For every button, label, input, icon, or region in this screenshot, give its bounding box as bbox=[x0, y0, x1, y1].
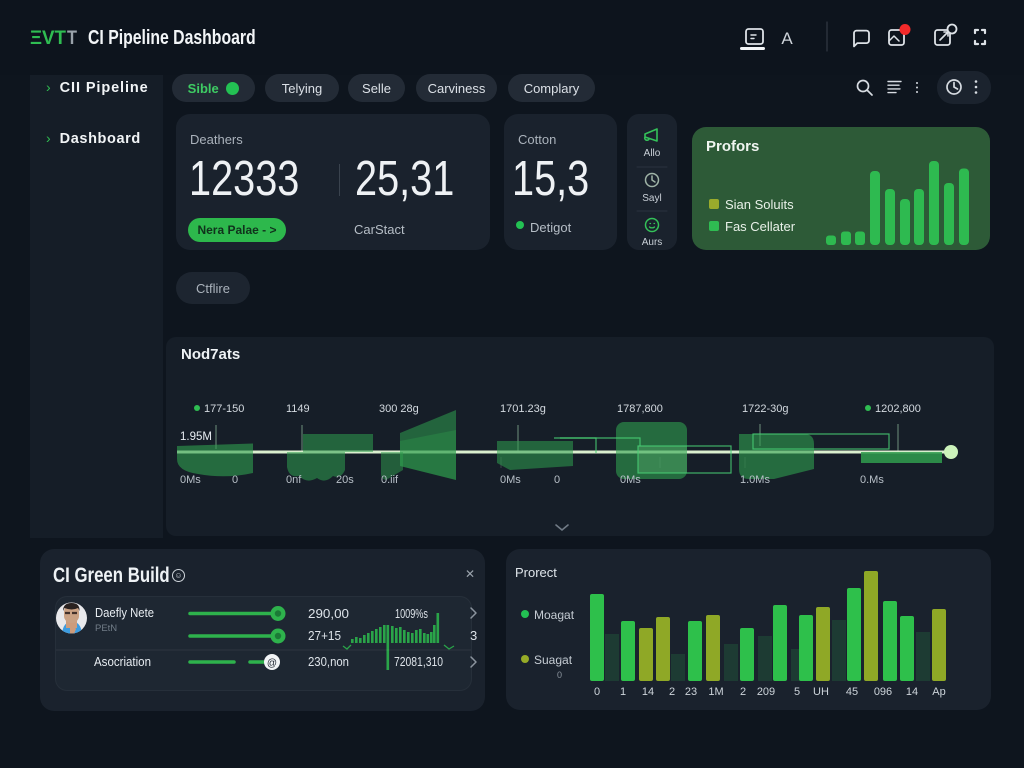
svg-text:ΞVT: ΞVT bbox=[30, 28, 66, 49]
svg-text:Aurs: Aurs bbox=[642, 237, 663, 248]
svg-text:096: 096 bbox=[874, 686, 892, 698]
svg-text:1: 1 bbox=[620, 686, 626, 698]
svg-text:Sayl: Sayl bbox=[642, 193, 661, 204]
svg-text:1M: 1M bbox=[708, 686, 723, 698]
svg-text:0.iif: 0.iif bbox=[381, 474, 399, 486]
svg-text:T: T bbox=[67, 28, 77, 49]
svg-text:1.0Ms: 1.0Ms bbox=[740, 474, 770, 486]
svg-text:300 28g: 300 28g bbox=[379, 403, 419, 415]
svg-text:0.Ms: 0.Ms bbox=[860, 474, 884, 486]
svg-text:1.95M: 1.95M bbox=[180, 431, 212, 443]
svg-text:Daefly Nete: Daefly Nete bbox=[95, 605, 154, 620]
svg-text:2: 2 bbox=[740, 686, 746, 698]
svg-text:5: 5 bbox=[794, 686, 800, 698]
svg-text:0: 0 bbox=[554, 474, 560, 486]
svg-text:1701.23g: 1701.23g bbox=[500, 403, 546, 415]
svg-text:UH: UH bbox=[813, 686, 829, 698]
svg-text:14: 14 bbox=[906, 686, 918, 698]
svg-text:0: 0 bbox=[594, 686, 600, 698]
svg-text:0nf: 0nf bbox=[286, 474, 302, 486]
svg-text:3: 3 bbox=[470, 628, 477, 643]
svg-text:23: 23 bbox=[685, 686, 697, 698]
svg-text:@: @ bbox=[267, 658, 277, 669]
svg-text:45: 45 bbox=[846, 686, 858, 698]
svg-text:1149: 1149 bbox=[286, 403, 310, 415]
svg-text:Asocriation: Asocriation bbox=[94, 654, 151, 669]
svg-text:27+15: 27+15 bbox=[308, 628, 341, 643]
svg-text:290,00: 290,00 bbox=[308, 606, 349, 621]
svg-text:PEtN: PEtN bbox=[95, 623, 117, 634]
svg-text:1009%s: 1009%s bbox=[395, 606, 428, 621]
svg-text:14: 14 bbox=[642, 686, 654, 698]
svg-text:0Ms: 0Ms bbox=[500, 474, 521, 486]
svg-text:177-150: 177-150 bbox=[204, 403, 244, 415]
svg-text:Allo: Allo bbox=[644, 148, 661, 159]
svg-text:0: 0 bbox=[232, 474, 238, 486]
svg-text:0Ms: 0Ms bbox=[620, 474, 641, 486]
svg-text:0Ms: 0Ms bbox=[180, 474, 201, 486]
svg-text:1787,800: 1787,800 bbox=[617, 403, 663, 415]
svg-text:72081,310: 72081,310 bbox=[394, 654, 443, 669]
svg-text:209: 209 bbox=[757, 686, 775, 698]
svg-text:Ap: Ap bbox=[932, 686, 945, 698]
svg-text:2: 2 bbox=[669, 686, 675, 698]
svg-text:230,non: 230,non bbox=[308, 654, 349, 669]
svg-text:1202,800: 1202,800 bbox=[875, 403, 921, 415]
svg-text:1722-30g: 1722-30g bbox=[742, 403, 789, 415]
svg-text:20s: 20s bbox=[336, 474, 354, 486]
svg-text:A: A bbox=[781, 29, 793, 48]
